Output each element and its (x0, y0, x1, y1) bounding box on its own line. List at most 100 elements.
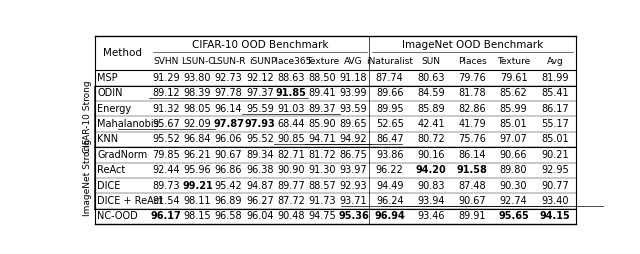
Text: 87.48: 87.48 (458, 181, 486, 190)
Text: 87.74: 87.74 (376, 73, 404, 83)
Text: 85.62: 85.62 (500, 88, 527, 98)
Text: 82.71: 82.71 (277, 150, 305, 160)
Text: Energy: Energy (97, 104, 131, 114)
Text: 95.96: 95.96 (184, 165, 211, 175)
Text: 95.36: 95.36 (338, 211, 369, 221)
Text: ImageNet OOD Benchmark: ImageNet OOD Benchmark (402, 40, 543, 50)
Text: 97.37: 97.37 (246, 88, 274, 98)
Text: ReAct: ReAct (97, 165, 125, 175)
Text: Place365: Place365 (270, 57, 312, 66)
Text: 89.95: 89.95 (376, 104, 403, 114)
Text: 89.12: 89.12 (152, 88, 180, 98)
Text: 85.99: 85.99 (500, 104, 527, 114)
Text: 97.07: 97.07 (500, 134, 527, 145)
Text: LSUN-R: LSUN-R (212, 57, 245, 66)
Text: 92.74: 92.74 (500, 196, 527, 206)
Text: 90.21: 90.21 (541, 150, 569, 160)
Text: 90.16: 90.16 (417, 150, 445, 160)
Text: 82.86: 82.86 (458, 104, 486, 114)
Text: 98.11: 98.11 (184, 196, 211, 206)
Text: 84.59: 84.59 (417, 88, 445, 98)
Text: Places: Places (458, 57, 486, 66)
Text: 89.37: 89.37 (308, 104, 336, 114)
Text: 86.47: 86.47 (376, 134, 403, 145)
Text: 55.17: 55.17 (541, 119, 569, 129)
Text: 92.73: 92.73 (215, 73, 243, 83)
Text: MSP: MSP (97, 73, 118, 83)
Text: 94.49: 94.49 (376, 181, 403, 190)
Text: 99.21: 99.21 (182, 181, 212, 190)
Text: 88.50: 88.50 (308, 73, 336, 83)
Text: ImageNet Strong: ImageNet Strong (83, 139, 92, 216)
Text: 89.73: 89.73 (152, 181, 180, 190)
Text: 92.12: 92.12 (246, 73, 274, 83)
Text: 75.76: 75.76 (458, 134, 486, 145)
Text: 93.86: 93.86 (376, 150, 403, 160)
Text: KNN: KNN (97, 134, 118, 145)
Text: 96.21: 96.21 (184, 150, 211, 160)
Text: 95.59: 95.59 (246, 104, 274, 114)
Text: 41.79: 41.79 (458, 119, 486, 129)
Text: Avg: Avg (547, 57, 563, 66)
Text: 95.67: 95.67 (152, 119, 180, 129)
Text: CIFAR-10 Strong: CIFAR-10 Strong (83, 80, 92, 153)
Text: GradNorm: GradNorm (97, 150, 148, 160)
Text: 89.66: 89.66 (376, 88, 403, 98)
Text: 93.99: 93.99 (340, 88, 367, 98)
Text: 92.95: 92.95 (541, 165, 569, 175)
Text: CIFAR-10 OOD Benchmark: CIFAR-10 OOD Benchmark (191, 40, 328, 50)
Text: 89.77: 89.77 (277, 181, 305, 190)
Text: 81.72: 81.72 (308, 150, 336, 160)
Text: 96.84: 96.84 (184, 134, 211, 145)
Text: 85.90: 85.90 (308, 119, 336, 129)
Text: 91.29: 91.29 (152, 73, 180, 83)
Text: 98.39: 98.39 (184, 88, 211, 98)
Text: 88.63: 88.63 (277, 73, 305, 83)
Text: 94.87: 94.87 (246, 181, 274, 190)
Text: 96.94: 96.94 (374, 211, 405, 221)
Text: NC-OOD: NC-OOD (97, 211, 138, 221)
Text: 85.41: 85.41 (541, 88, 569, 98)
Text: 90.30: 90.30 (500, 181, 527, 190)
Text: iNaturalist: iNaturalist (366, 57, 413, 66)
Text: 97.87: 97.87 (213, 119, 244, 129)
Text: Texture: Texture (306, 57, 339, 66)
Text: 98.15: 98.15 (184, 211, 211, 221)
Text: 96.04: 96.04 (246, 211, 273, 221)
Text: 97.93: 97.93 (244, 119, 275, 129)
Text: 85.01: 85.01 (541, 134, 569, 145)
Text: 96.14: 96.14 (215, 104, 243, 114)
Text: 87.72: 87.72 (277, 196, 305, 206)
Text: 91.73: 91.73 (308, 196, 336, 206)
Text: 95.65: 95.65 (498, 211, 529, 221)
Text: 93.80: 93.80 (184, 73, 211, 83)
Text: 90.77: 90.77 (541, 181, 569, 190)
Text: 92.93: 92.93 (340, 181, 367, 190)
Text: 81.99: 81.99 (541, 73, 568, 83)
Text: Method: Method (104, 48, 143, 58)
Text: 80.72: 80.72 (417, 134, 445, 145)
Text: SUN: SUN (422, 57, 440, 66)
Text: 80.63: 80.63 (417, 73, 445, 83)
Text: 95.42: 95.42 (215, 181, 243, 190)
Text: 93.94: 93.94 (417, 196, 445, 206)
Text: 95.52: 95.52 (246, 134, 274, 145)
Text: ODIN: ODIN (97, 88, 123, 98)
Text: 90.67: 90.67 (215, 150, 243, 160)
Text: 86.17: 86.17 (541, 104, 569, 114)
Text: 92.44: 92.44 (152, 165, 180, 175)
Text: 96.17: 96.17 (151, 211, 182, 221)
Text: 89.65: 89.65 (340, 119, 367, 129)
Text: 96.86: 96.86 (215, 165, 243, 175)
Text: 91.18: 91.18 (340, 73, 367, 83)
Text: 96.24: 96.24 (376, 196, 403, 206)
Text: 90.90: 90.90 (277, 165, 305, 175)
Text: 92.09: 92.09 (184, 119, 211, 129)
Text: 89.34: 89.34 (246, 150, 273, 160)
Text: LSUN-C: LSUN-C (180, 57, 214, 66)
Text: 93.97: 93.97 (340, 165, 367, 175)
Text: 93.71: 93.71 (340, 196, 367, 206)
Text: 96.58: 96.58 (215, 211, 243, 221)
Text: 91.85: 91.85 (276, 88, 307, 98)
Text: 96.89: 96.89 (215, 196, 243, 206)
